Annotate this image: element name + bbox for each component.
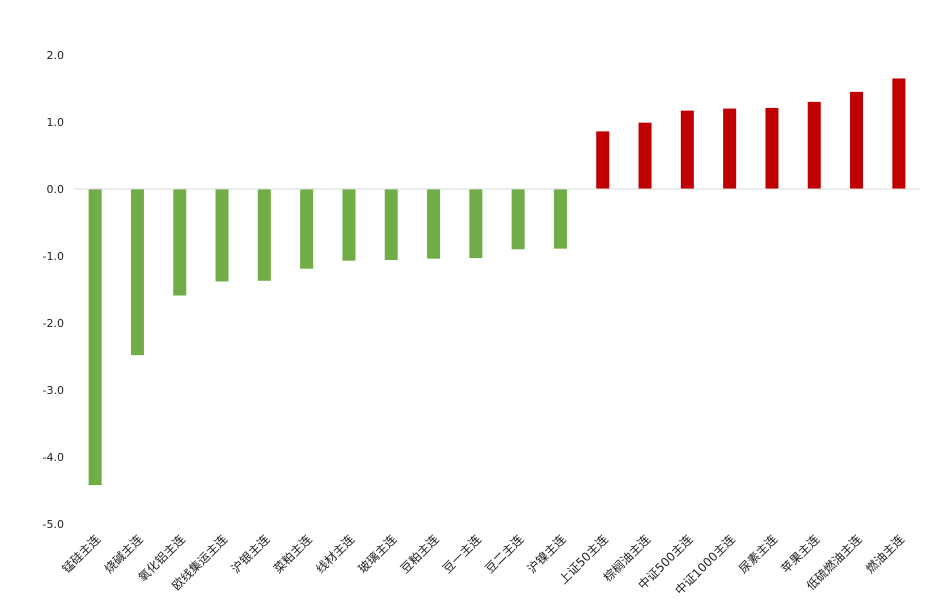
bar [553, 189, 567, 249]
x-category-label: 豆粕主连 [397, 532, 442, 577]
x-category-label: 沪银主连 [228, 532, 273, 577]
bar [765, 107, 779, 189]
y-tick-label: -5.0 [43, 518, 64, 531]
x-category-label: 豆二主连 [482, 532, 527, 577]
bar [511, 189, 525, 250]
bar [638, 122, 652, 189]
x-axis-labels: 锰硅主连烧碱主连氧化铝主连欧线集运主连沪银主连菜粕主连线材主连玻璃主连豆粕主连豆… [59, 532, 907, 598]
y-tick-label: -2.0 [43, 317, 64, 330]
y-tick-label: 2.0 [47, 49, 65, 62]
x-category-label: 燃油主连 [862, 532, 907, 577]
y-tick-label: -1.0 [43, 250, 64, 263]
y-tick-label: 1.0 [47, 116, 65, 129]
x-category-label: 玻璃主连 [355, 532, 400, 577]
y-tick-label: -4.0 [43, 451, 64, 464]
x-category-label: 锰硅主连 [59, 532, 104, 577]
y-tick-label: 0.0 [47, 183, 65, 196]
x-category-label: 菜粕主连 [270, 532, 315, 577]
bar [384, 189, 398, 261]
bar [130, 189, 144, 356]
x-category-label: 线材主连 [313, 532, 358, 577]
bar [469, 189, 483, 259]
x-category-label: 苹果主连 [778, 532, 823, 577]
bar [300, 189, 314, 269]
bar [215, 189, 229, 282]
bar [257, 189, 271, 281]
x-category-label: 沪镍主连 [524, 532, 569, 577]
bar [88, 189, 102, 486]
bar [173, 189, 187, 296]
y-axis: 2.0 1.0 0.0 -1.0 -2.0 -3.0 -4.0 -5.0 [43, 49, 64, 531]
bar [892, 78, 906, 189]
bar [723, 108, 737, 189]
x-category-label: 尿素主连 [736, 532, 781, 577]
bar [427, 189, 441, 259]
bar [596, 131, 610, 189]
bar [342, 189, 356, 261]
bar [807, 101, 821, 189]
x-category-label: 豆一主连 [439, 532, 484, 577]
bar [850, 91, 864, 189]
x-category-label: 烧碱主连 [101, 532, 146, 577]
bars [88, 78, 906, 486]
y-tick-label: -3.0 [43, 384, 64, 397]
bar [680, 110, 694, 189]
